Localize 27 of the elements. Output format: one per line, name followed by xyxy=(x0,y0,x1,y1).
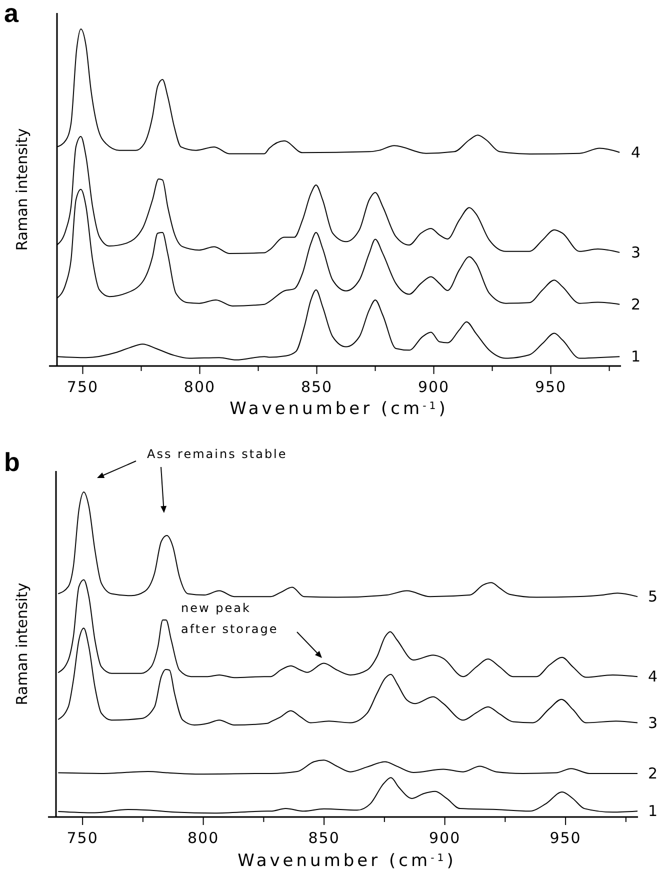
x-tick-label: 800 xyxy=(187,829,220,847)
series-label: 4 xyxy=(631,143,641,162)
chart-title: a xyxy=(4,0,19,28)
series-label: 2 xyxy=(648,764,658,782)
series-label: 3 xyxy=(631,243,641,262)
series-label: 3 xyxy=(648,714,658,732)
series-label: 5 xyxy=(648,588,658,606)
x-tick-label: 800 xyxy=(184,378,216,396)
series-label: 4 xyxy=(648,668,658,686)
x-tick-label: 900 xyxy=(418,378,450,396)
x-tick-label: 850 xyxy=(308,829,340,847)
series-label: 2 xyxy=(631,295,641,314)
x-axis-title: Wavenumber (cm$^{-1}$) xyxy=(238,851,456,871)
x-tick-label: 900 xyxy=(428,829,461,847)
series-label: 1 xyxy=(648,802,658,820)
y-axis-title: Raman intensity xyxy=(13,582,31,706)
y-axis-title: Raman intensity xyxy=(13,128,31,251)
x-tick-label: 850 xyxy=(300,378,333,396)
x-tick-label: 750 xyxy=(66,829,98,847)
x-tick-label: 950 xyxy=(550,829,582,847)
series-label: 1 xyxy=(631,348,641,366)
x-tick-label: 750 xyxy=(66,378,99,396)
text: Ass remains stable xyxy=(147,447,288,461)
x-axis-title: Wavenumber (cm$^{-1}$) xyxy=(230,399,448,419)
chart-title: b xyxy=(4,447,20,477)
x-tick-label: 950 xyxy=(534,378,567,396)
annotation: new peak after storage xyxy=(181,601,278,636)
